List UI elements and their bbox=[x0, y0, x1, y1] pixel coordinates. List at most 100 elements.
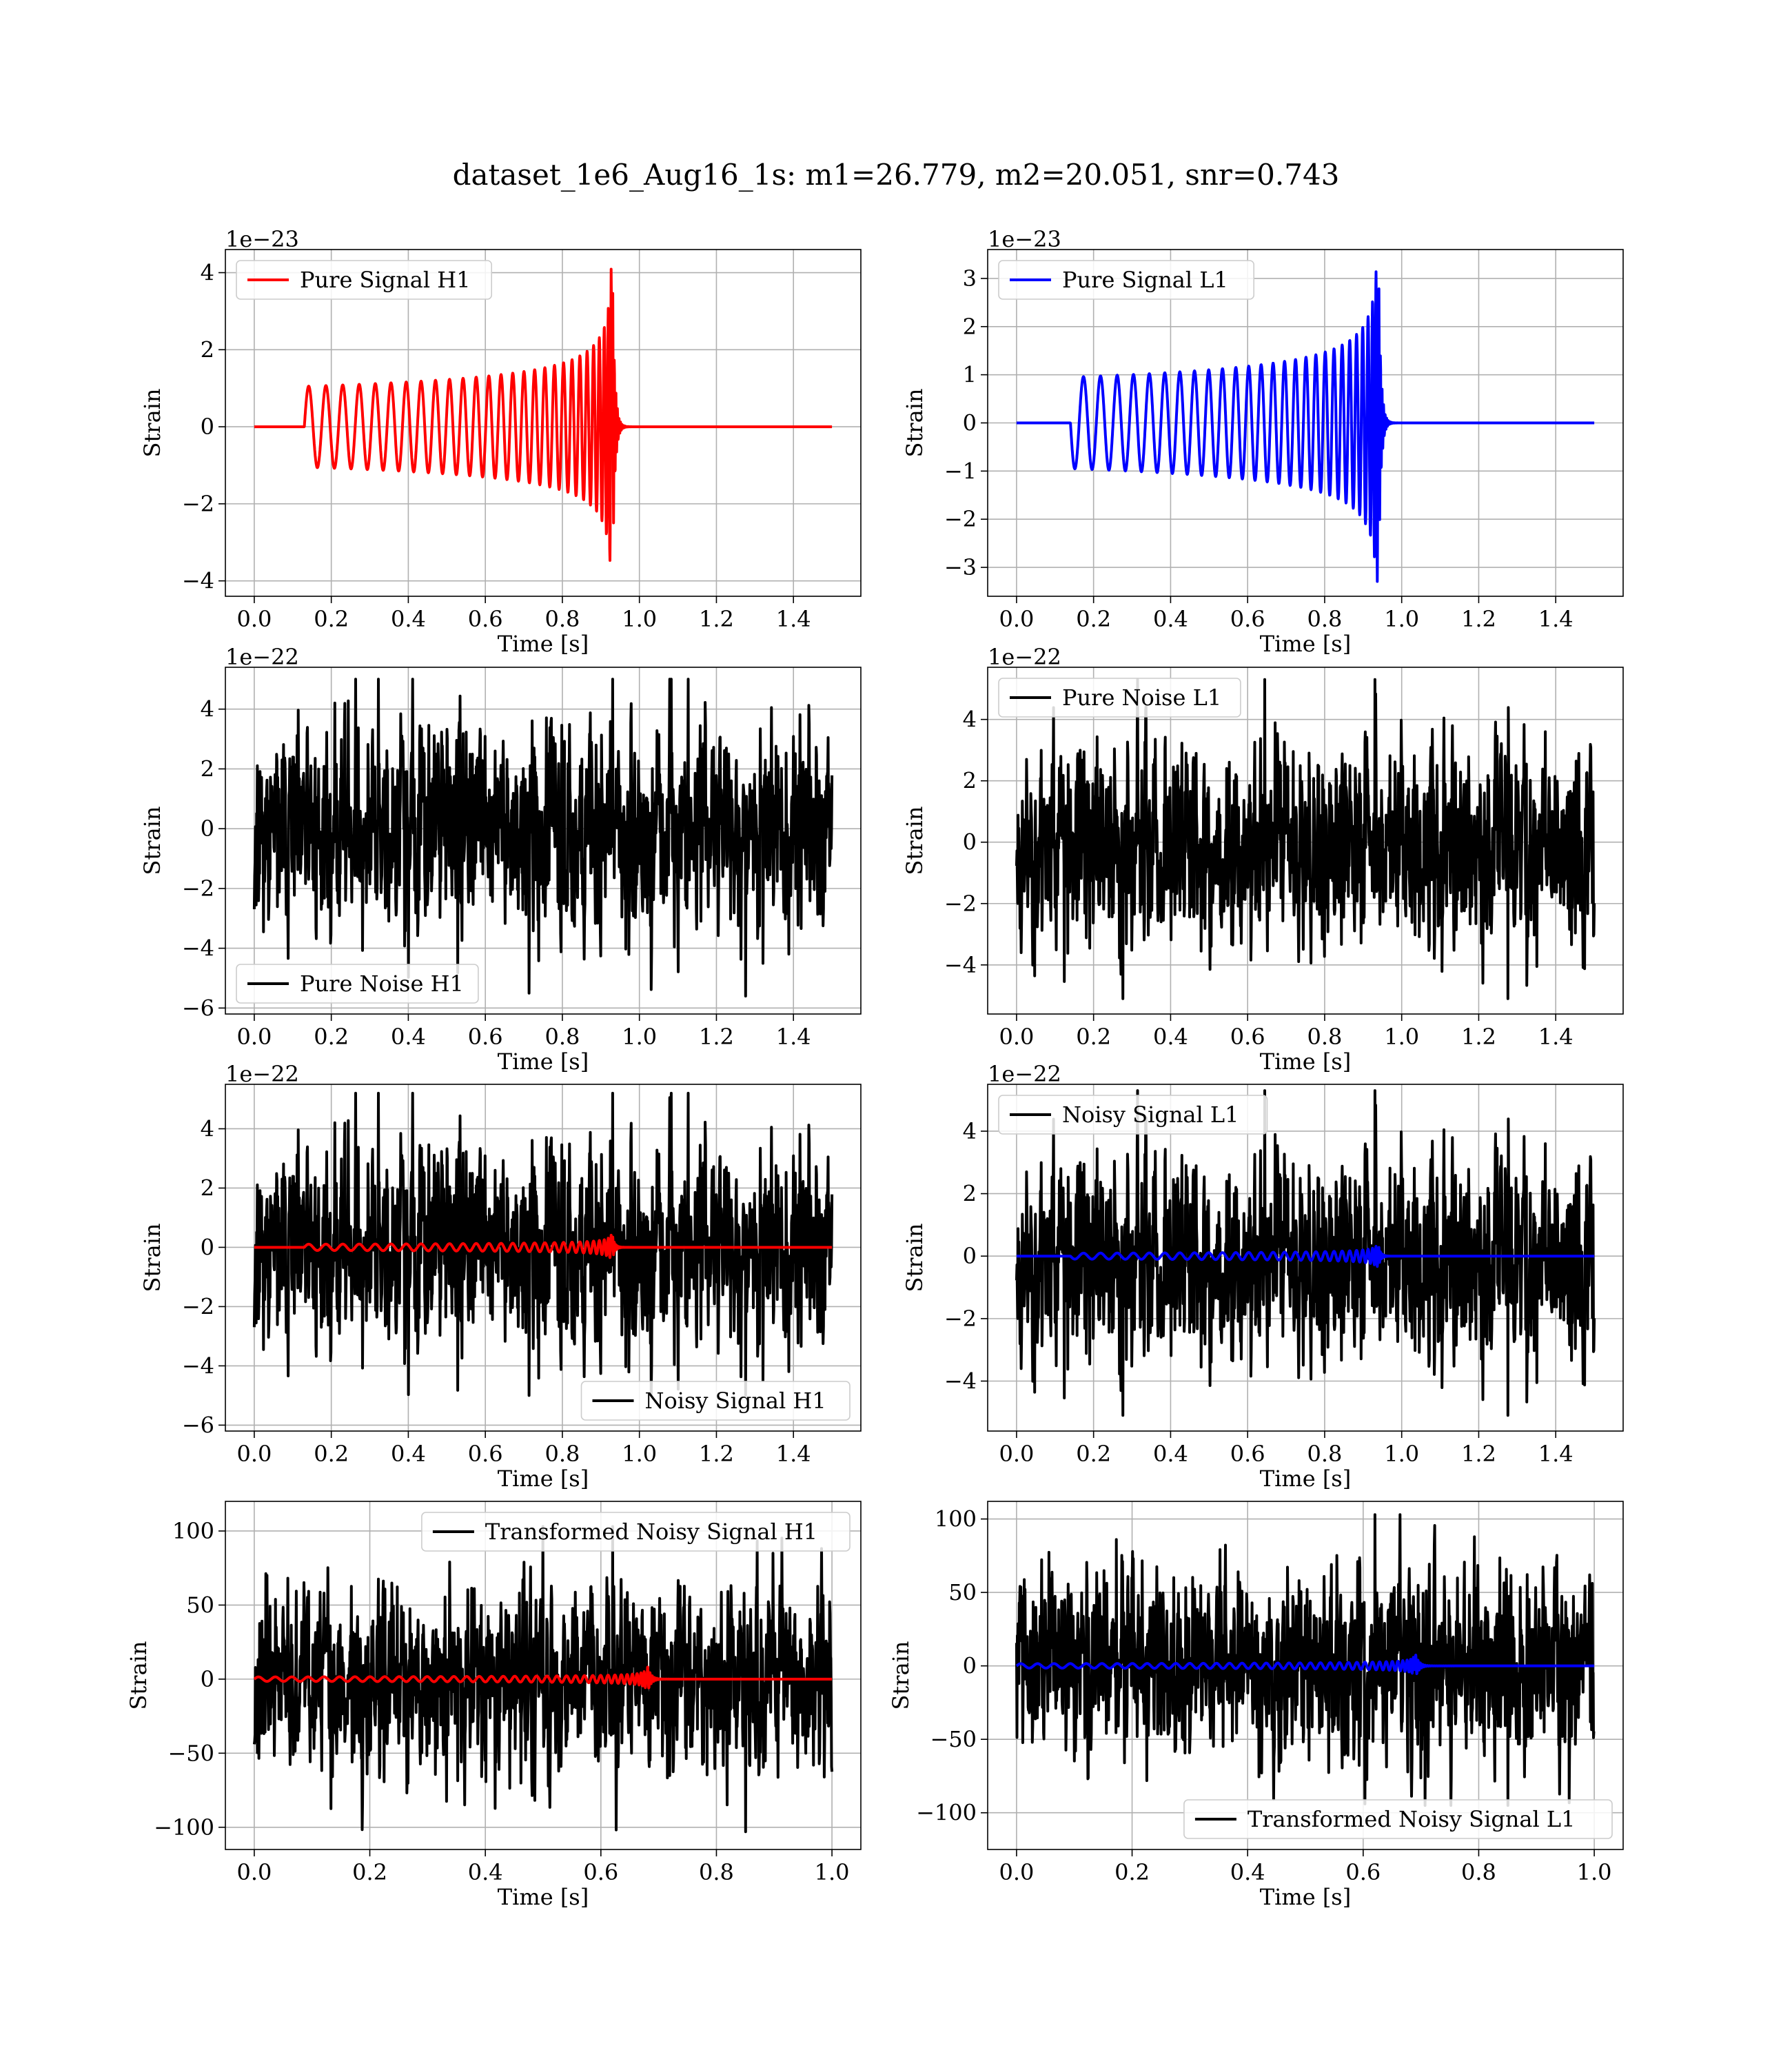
pure-signal-l1-line bbox=[1015, 270, 1596, 583]
y-tick-label: −3 bbox=[944, 554, 977, 580]
axes-frame bbox=[987, 1084, 1624, 1432]
x-tick-label: 0.4 bbox=[391, 1024, 426, 1050]
y-tick-label: 0 bbox=[963, 1653, 977, 1679]
x-tick-label: 0.4 bbox=[391, 1441, 426, 1467]
y-tick-label: 2 bbox=[201, 336, 214, 363]
y-tick-label: −100 bbox=[916, 1800, 977, 1826]
legend-label: Noisy Signal L1 bbox=[1062, 1102, 1239, 1128]
y-axis-label: Strain bbox=[125, 1641, 152, 1710]
noisy-signal-h1-plot-area bbox=[252, 1091, 834, 1397]
x-tick-label: 0.8 bbox=[544, 606, 580, 632]
legend-box bbox=[998, 260, 1255, 300]
x-tick-label: 0.6 bbox=[1345, 1859, 1381, 1885]
x-axis-label: Time [s] bbox=[498, 1884, 589, 1910]
x-axis-label: Time [s] bbox=[1260, 631, 1351, 657]
x-tick-label: 0.6 bbox=[468, 1441, 503, 1467]
y-tick-label: −2 bbox=[944, 506, 977, 532]
y-tick-label: 4 bbox=[201, 1115, 214, 1142]
y-tick-label: −100 bbox=[154, 1814, 214, 1841]
x-tick-label: 1.0 bbox=[622, 1024, 657, 1050]
legend-box bbox=[236, 260, 493, 300]
y-tick-label: −2 bbox=[944, 1306, 977, 1332]
x-tick-label: 1.4 bbox=[1538, 1024, 1574, 1050]
x-tick-label: 0.4 bbox=[1153, 1441, 1188, 1467]
x-tick-label: 0.8 bbox=[699, 1859, 734, 1885]
y-tick-label: 100 bbox=[172, 1518, 214, 1544]
x-tick-label: 0.8 bbox=[1307, 1024, 1342, 1050]
legend: Transformed Noisy Signal H1 bbox=[421, 1512, 851, 1552]
y-tick-label: 4 bbox=[201, 260, 214, 286]
pure-signal-l1-plot-area bbox=[1015, 270, 1596, 583]
x-tick-label: 1.0 bbox=[815, 1859, 850, 1885]
x-tick-label: 0.0 bbox=[999, 1441, 1034, 1467]
y-offset-label: 1e−22 bbox=[225, 1061, 299, 1087]
legend-label: Pure Signal H1 bbox=[300, 267, 471, 293]
axes-frame bbox=[225, 1084, 862, 1432]
noisy-signal-h1-overlay-line bbox=[253, 1233, 833, 1259]
x-tick-label: 0.2 bbox=[1076, 606, 1111, 632]
y-tick-label: 0 bbox=[963, 829, 977, 855]
y-axis-label: Strain bbox=[139, 389, 165, 458]
x-tick-label: 1.4 bbox=[1538, 1441, 1574, 1467]
y-tick-label: −4 bbox=[182, 1352, 214, 1379]
x-tick-label: 0.6 bbox=[583, 1859, 618, 1885]
x-tick-label: 0.2 bbox=[314, 1024, 349, 1050]
x-tick-label: 1.0 bbox=[622, 1441, 657, 1467]
x-tick-label: 1.0 bbox=[1384, 1024, 1419, 1050]
legend: Pure Noise H1 bbox=[236, 964, 479, 1004]
y-tick-label: 0 bbox=[963, 1243, 977, 1269]
y-tick-label: 2 bbox=[963, 314, 977, 340]
legend-label: Noisy Signal H1 bbox=[645, 1388, 826, 1414]
y-axis-label: Strain bbox=[139, 807, 165, 875]
y-tick-label: −50 bbox=[930, 1726, 977, 1752]
x-tick-label: 1.2 bbox=[699, 1024, 734, 1050]
y-offset-label: 1e−23 bbox=[225, 226, 299, 252]
pure-signal-h1-line bbox=[253, 267, 833, 562]
x-tick-label: 0.0 bbox=[236, 1859, 272, 1885]
y-tick-label: −2 bbox=[944, 891, 977, 917]
noisy-signal-h1-line bbox=[252, 1091, 834, 1397]
pure-signal-l1-panel: 0.0 0.2 0.4 0.6 0.8 1.0 1.2 1.4 −3 −2 −1 0 1 2 3 Time [… bbox=[902, 226, 1624, 657]
y-tick-label: 50 bbox=[948, 1579, 977, 1605]
y-tick-label: 2 bbox=[201, 1175, 214, 1201]
y-tick-label: 3 bbox=[963, 265, 977, 292]
x-axis-label: Time [s] bbox=[1260, 1048, 1351, 1075]
x-tick-label: 0.8 bbox=[1461, 1859, 1496, 1885]
x-tick-label: 0.0 bbox=[236, 1441, 272, 1467]
noisy-signal-l1-plot-area bbox=[1015, 1089, 1596, 1417]
y-tick-label: 0 bbox=[201, 414, 214, 440]
x-tick-label: 1.4 bbox=[776, 1441, 811, 1467]
x-tick-label: 0.8 bbox=[1307, 1441, 1342, 1467]
pure-noise-h1-panel: 0.0 0.2 0.4 0.6 0.8 1.0 1.2 1.4 −6 −4 −2 0 2 4 Time [s… bbox=[139, 644, 862, 1075]
pure-noise-l1-plot-area bbox=[1015, 678, 1596, 1000]
legend-label: Pure Noise L1 bbox=[1062, 685, 1221, 711]
y-axis-label: Strain bbox=[902, 1224, 928, 1292]
y-offset-label: 1e−22 bbox=[988, 1061, 1061, 1087]
x-tick-label: 1.2 bbox=[1461, 1441, 1496, 1467]
x-tick-label: 0.2 bbox=[1076, 1024, 1111, 1050]
transformed-noisy-signal-h1-overlay-line bbox=[253, 1665, 833, 1690]
x-axis-label: Time [s] bbox=[498, 631, 589, 657]
x-tick-label: 0.6 bbox=[1230, 606, 1265, 632]
x-tick-label: 1.4 bbox=[776, 606, 811, 632]
x-axis-label: Time [s] bbox=[498, 1466, 589, 1492]
x-tick-label: 0.2 bbox=[314, 606, 349, 632]
y-offset-label: 1e−22 bbox=[225, 644, 299, 670]
x-axis-label: Time [s] bbox=[1260, 1466, 1351, 1492]
legend-box bbox=[1183, 1799, 1613, 1839]
y-offset-label: 1e−22 bbox=[988, 644, 1061, 670]
legend-box bbox=[998, 1095, 1268, 1135]
x-tick-label: 0.8 bbox=[544, 1441, 580, 1467]
x-tick-label: 0.6 bbox=[1230, 1441, 1265, 1467]
y-tick-label: 0 bbox=[201, 1666, 214, 1692]
y-tick-label: −2 bbox=[182, 1293, 214, 1319]
axes-frame bbox=[225, 667, 862, 1015]
y-axis-label: Strain bbox=[902, 389, 928, 458]
x-tick-label: 0.6 bbox=[468, 1024, 503, 1050]
axes-frame bbox=[987, 249, 1624, 597]
legend: Pure Signal L1 bbox=[998, 260, 1255, 300]
x-tick-label: 0.8 bbox=[1307, 606, 1342, 632]
y-tick-label: −4 bbox=[182, 935, 214, 962]
x-tick-label: 1.0 bbox=[622, 606, 657, 632]
